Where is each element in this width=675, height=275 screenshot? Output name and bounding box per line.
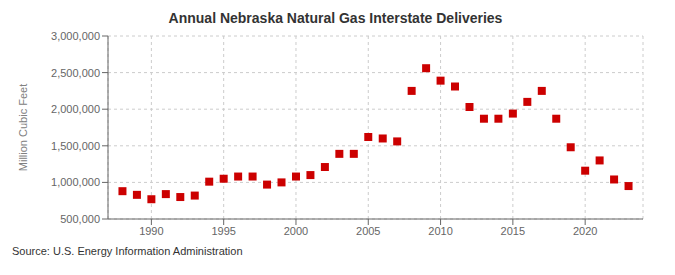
svg-text:2,000,000: 2,000,000 [51,103,100,115]
svg-text:3,000,000: 3,000,000 [51,30,100,42]
svg-text:1,500,000: 1,500,000 [51,140,100,152]
svg-text:2020: 2020 [573,225,597,237]
svg-text:2005: 2005 [356,225,380,237]
svg-text:1995: 1995 [211,225,235,237]
svg-text:1,000,000: 1,000,000 [51,176,100,188]
svg-text:2000: 2000 [284,225,308,237]
html-text:Source: U.S. Energy Informatio: Source: U.S. Energy Information Administ… [12,245,243,257]
svg-text:2015: 2015 [501,225,525,237]
svg-text:2,500,000: 2,500,000 [51,67,100,79]
html-text:Annual Nebraska Natural Gas In: Annual Nebraska Natural Gas Interstate D… [168,10,503,26]
svg-text:500,000: 500,000 [60,213,100,225]
svg-text:Million Cubic Feet: Million Cubic Feet [17,84,29,171]
svg-text:1990: 1990 [139,225,163,237]
svg-text:2010: 2010 [428,225,452,237]
